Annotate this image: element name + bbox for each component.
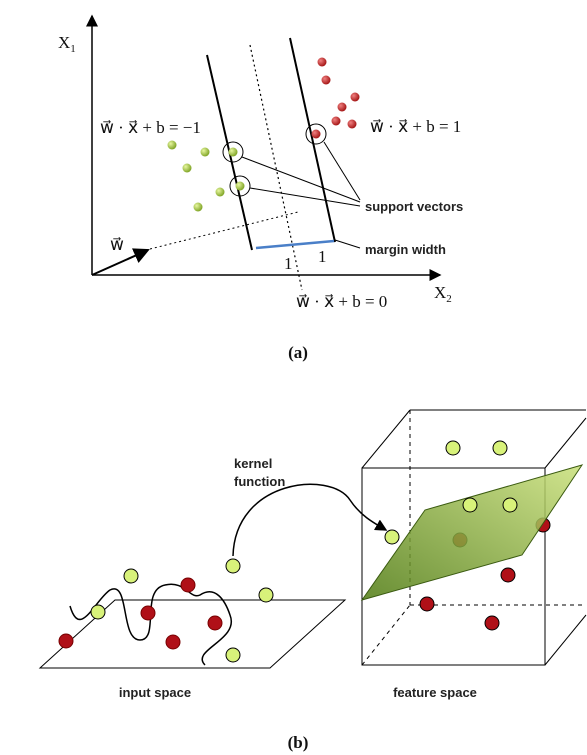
input-class-a [91,559,273,662]
point [493,441,507,455]
axis-label-main: X [58,33,70,52]
point [168,141,177,150]
axis-label-sub: 1 [70,43,76,55]
point [183,164,192,173]
point [312,130,321,139]
equation: w⃗ · x⃗ + b = 0 [296,292,387,311]
point [351,93,360,102]
annotation: margin width [365,242,446,257]
point [166,635,180,649]
point [485,616,499,630]
boundary [70,584,231,665]
point [229,148,238,157]
kernel-diagram: kernel function input space feature space… [40,410,586,752]
figure: X1 X2 w⃗ · x⃗ + b = −1 w⃗ · x⃗ + b = 1 w… [0,0,587,755]
label: input space [119,685,191,700]
point [194,203,203,212]
point [208,616,222,630]
point [181,578,195,592]
svm-diagram: X1 X2 w⃗ · x⃗ + b = −1 w⃗ · x⃗ + b = 1 w… [58,16,463,362]
edge [545,615,586,665]
edge [545,418,586,468]
point [201,148,210,157]
edge [362,605,410,665]
margin-line [290,38,335,242]
annotation: support vectors [365,199,463,214]
caption: (b) [288,733,309,752]
point [124,569,138,583]
point [338,103,347,112]
class-neg [168,141,245,212]
pointer [250,188,360,206]
input-plane [40,600,345,668]
point [501,568,515,582]
point [259,588,273,602]
edge [362,410,410,468]
point [91,605,105,619]
annotation: kernel function [234,456,285,489]
weight-extension [150,212,298,249]
vector-label: w⃗ [110,235,124,254]
point [446,441,460,455]
axis-label-main: X [434,283,446,302]
unit-label: 1 [318,247,327,266]
point [226,559,240,573]
equation: w⃗ · x⃗ + b = 1 [370,117,461,136]
pointer [242,157,360,202]
axis-label: X1 [58,33,76,55]
point [59,634,73,648]
input-class-b [59,578,222,649]
point [322,76,331,85]
axis-label-sub: 2 [446,293,452,305]
label: feature space [393,685,477,700]
axis-label: X2 [434,283,452,305]
annotation-line: kernel [234,456,272,471]
annotation-line: function [234,474,285,489]
point [216,188,225,197]
point [420,597,434,611]
point [348,120,357,129]
point [236,182,245,191]
point [385,530,399,544]
kernel-arrow [233,484,386,556]
point [332,117,341,126]
hyperplane [250,45,302,290]
caption: (a) [288,343,308,362]
equation: w⃗ · x⃗ + b = −1 [100,118,201,137]
point [503,498,517,512]
point [226,648,240,662]
point [318,58,327,67]
class-pos [312,58,360,139]
pointer [324,142,360,200]
point [463,498,477,512]
pointer [335,240,360,248]
unit-label: 1 [284,254,293,273]
point [141,606,155,620]
